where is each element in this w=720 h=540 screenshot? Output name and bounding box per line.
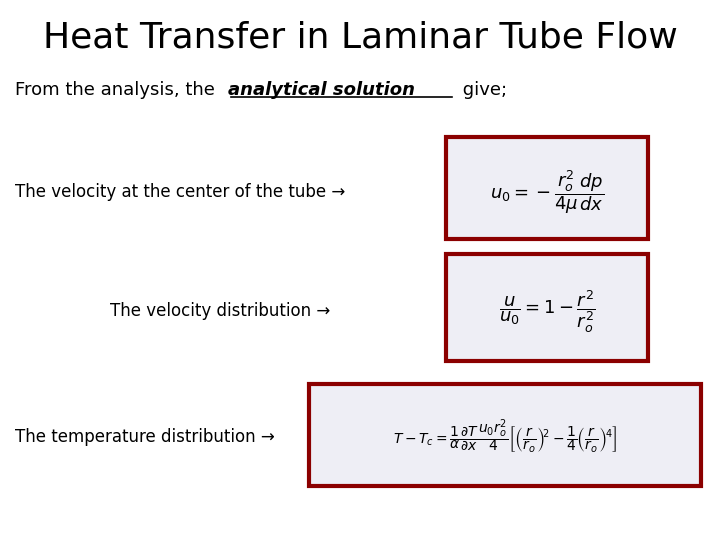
Text: give;: give; (457, 81, 507, 99)
FancyBboxPatch shape (446, 137, 648, 239)
Text: The velocity distribution →: The velocity distribution → (110, 302, 330, 321)
Text: From the analysis, the: From the analysis, the (15, 81, 220, 99)
FancyBboxPatch shape (446, 254, 648, 361)
FancyBboxPatch shape (309, 384, 701, 486)
Text: $T - T_c = \dfrac{1}{\alpha}\dfrac{\partial T}{\partial x}\dfrac{u_0 r_o^2}{4}\l: $T - T_c = \dfrac{1}{\alpha}\dfrac{\part… (393, 418, 617, 456)
Text: Heat Transfer in Laminar Tube Flow: Heat Transfer in Laminar Tube Flow (42, 21, 678, 55)
Text: analytical solution: analytical solution (228, 81, 415, 99)
Text: The temperature distribution →: The temperature distribution → (15, 428, 275, 446)
Text: The velocity at the center of the tube →: The velocity at the center of the tube → (15, 183, 346, 201)
Text: $\dfrac{u}{u_0} = 1 - \dfrac{r^2}{r_o^2}$: $\dfrac{u}{u_0} = 1 - \dfrac{r^2}{r_o^2}… (499, 288, 595, 335)
Text: $u_0 = -\dfrac{r_o^2}{4\mu}\dfrac{dp}{dx}$: $u_0 = -\dfrac{r_o^2}{4\mu}\dfrac{dp}{dx… (490, 168, 604, 216)
